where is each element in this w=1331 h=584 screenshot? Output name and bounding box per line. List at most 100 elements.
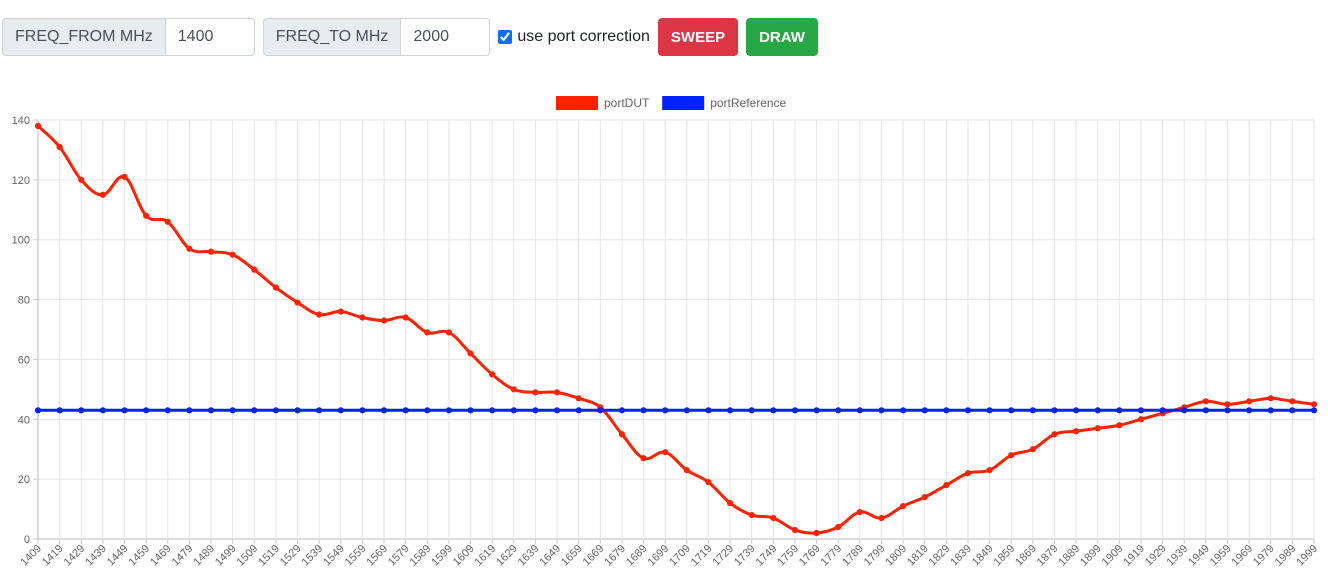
- y-tick-label: 140: [12, 115, 30, 127]
- portDUT-point: [380, 317, 388, 324]
- portDUT-point: [99, 191, 106, 198]
- portReference-point: [1051, 407, 1058, 414]
- x-tick-label: 1669: [581, 543, 607, 569]
- x-tick-label: 1659: [559, 543, 585, 569]
- x-tick-label: 1859: [992, 543, 1018, 569]
- portReference-point: [986, 407, 993, 414]
- freq-from-input[interactable]: [164, 18, 255, 56]
- portDUT-point: [1051, 431, 1058, 438]
- x-tick-label: 1419: [40, 543, 66, 569]
- x-tick-label: 1579: [386, 543, 412, 569]
- portDUT-point: [402, 314, 409, 321]
- portReference-point: [359, 407, 366, 414]
- line-chart: portDUT portReference 020406080100120140 …: [12, 96, 1320, 569]
- portDUT-point: [207, 248, 215, 255]
- x-tick-label: 1919: [1121, 543, 1147, 569]
- portReference-point: [445, 407, 453, 414]
- portDUT-point: [337, 308, 344, 315]
- portDUT-point: [1289, 398, 1296, 405]
- portReference-point: [1008, 407, 1015, 414]
- portReference-point: [532, 407, 539, 414]
- portDUT-point: [1137, 416, 1145, 423]
- portDUT-point: [791, 526, 799, 534]
- x-tick-label: 1599: [429, 543, 455, 569]
- portReference-point: [1073, 407, 1080, 414]
- portReference-point: [770, 407, 777, 414]
- portDUT-point: [359, 314, 366, 321]
- portReference-point: [1267, 407, 1274, 414]
- y-tick-label: 80: [18, 295, 30, 307]
- portDUT-point: [143, 212, 150, 219]
- portReference-point: [878, 407, 885, 414]
- x-tick-label: 1989: [1273, 543, 1299, 569]
- portDUT-point: [489, 371, 496, 378]
- sweep-button[interactable]: SWEEP: [657, 18, 739, 56]
- portReference-point: [337, 407, 344, 414]
- draw-button[interactable]: DRAW: [746, 18, 818, 56]
- portReference-point: [943, 407, 950, 414]
- portDUT-point: [943, 482, 950, 489]
- portDUT-point: [1073, 428, 1080, 435]
- portDUT-line: [36, 124, 1315, 535]
- portReference-point: [856, 407, 863, 414]
- portReference-point: [510, 407, 517, 414]
- portReference-point: [618, 407, 626, 414]
- portDUT-point: [726, 499, 734, 507]
- portReference-point: [229, 407, 236, 414]
- portDUT-point: [532, 389, 539, 396]
- y-tick-label: 0: [24, 534, 30, 546]
- portReference-point: [683, 407, 690, 414]
- port-correction-checkbox[interactable]: [498, 30, 513, 44]
- portDUT-point: [1094, 425, 1101, 432]
- x-tick-label: 1489: [191, 543, 217, 569]
- portDUT-point: [835, 523, 842, 531]
- freq-to-input[interactable]: [400, 18, 491, 56]
- portDUT-point: [899, 502, 907, 510]
- portDUT-point: [1267, 395, 1274, 402]
- portReference-point: [921, 407, 928, 414]
- portReference-point: [835, 407, 842, 414]
- x-tick-label: 1999: [1294, 543, 1320, 569]
- portDUT-point: [34, 122, 42, 130]
- portReference-point: [1202, 407, 1209, 414]
- portDUT-point: [445, 329, 453, 336]
- portReference-point: [662, 407, 669, 414]
- portDUT-point: [986, 467, 993, 474]
- x-tick-label: 1619: [472, 543, 498, 569]
- portDUT-point: [748, 511, 755, 519]
- portDUT-point: [813, 529, 820, 537]
- x-tick-label: 1829: [927, 543, 953, 569]
- x-tick-label: 1819: [905, 543, 931, 569]
- portReference-point: [99, 407, 106, 414]
- x-tick-label: 1709: [667, 543, 693, 569]
- x-tick-label: 1639: [516, 543, 542, 569]
- x-tick-label: 1969: [1229, 543, 1255, 569]
- chart-series: [34, 122, 1318, 537]
- freq-from-label: FREQ_FROM MHz: [2, 18, 165, 56]
- y-tick-label: 40: [18, 414, 30, 426]
- portDUT-point: [770, 514, 777, 522]
- portDUT-point: [272, 284, 279, 291]
- portDUT-point: [705, 479, 712, 486]
- portDUT-point: [294, 299, 301, 306]
- portReference-point: [964, 407, 972, 414]
- legend-swatch: [556, 96, 598, 110]
- port-correction-option[interactable]: use port correction: [498, 28, 650, 46]
- portReference-point: [1029, 407, 1036, 414]
- port-correction-label: use port correction: [517, 28, 650, 45]
- portReference-point: [640, 407, 647, 414]
- y-tick-label: 100: [12, 235, 30, 247]
- portDUT-point: [1008, 452, 1015, 459]
- y-tick-label: 120: [12, 175, 30, 187]
- x-tick-label: 1909: [1100, 543, 1126, 569]
- x-tick-label: 1679: [602, 543, 628, 569]
- x-tick-label: 1769: [797, 543, 823, 569]
- portReference-point: [380, 407, 388, 414]
- x-tick-label: 1499: [213, 543, 239, 569]
- y-tick-label: 60: [18, 354, 30, 366]
- chart-legend: portDUT portReference: [556, 96, 787, 110]
- x-tick-label: 1539: [299, 543, 325, 569]
- portReference-point: [705, 407, 712, 414]
- x-tick-label: 1759: [775, 543, 801, 569]
- portReference-point: [467, 407, 474, 414]
